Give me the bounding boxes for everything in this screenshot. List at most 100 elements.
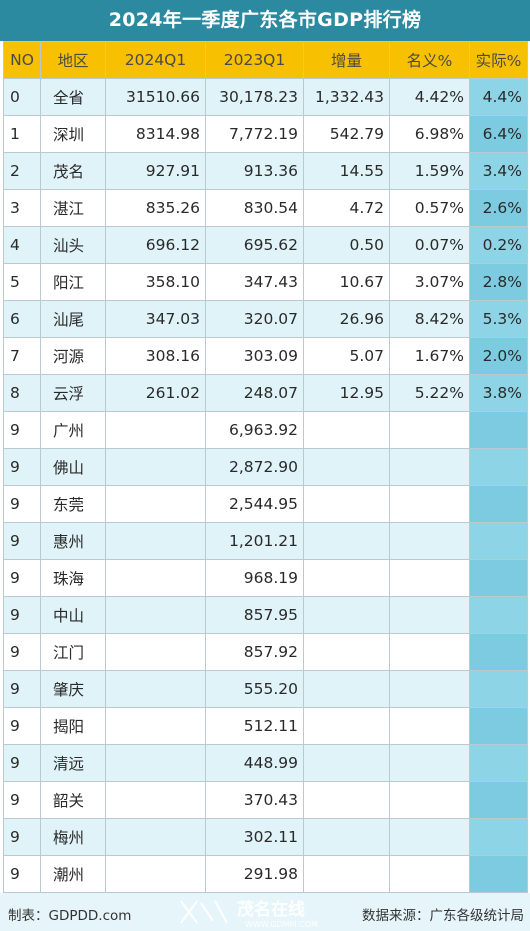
increase-cell [303, 670, 390, 708]
col-header-2024q1: 2024Q1 [105, 41, 206, 79]
real-cell [469, 411, 528, 449]
no-cell: 9 [3, 485, 41, 523]
q1-2024-cell [105, 855, 206, 893]
table-row: 9 中山 857.95 [3, 596, 528, 634]
q1-2024-cell [105, 818, 206, 856]
no-cell: 8 [3, 374, 41, 412]
q1-2023-cell: 830.54 [205, 189, 304, 227]
nominal-cell [389, 448, 470, 486]
region-cell: 阳江 [40, 263, 106, 301]
increase-cell [303, 522, 390, 560]
q1-2024-cell [105, 485, 206, 523]
real-cell: 4.4% [469, 78, 528, 116]
no-cell: 7 [3, 337, 41, 375]
table-row: 9 揭阳 512.11 [3, 707, 528, 745]
real-cell [469, 707, 528, 745]
region-cell: 湛江 [40, 189, 106, 227]
q1-2023-cell: 968.19 [205, 559, 304, 597]
nominal-cell [389, 744, 470, 782]
real-cell: 2.8% [469, 263, 528, 301]
increase-cell [303, 559, 390, 597]
q1-2023-cell: 512.11 [205, 707, 304, 745]
increase-cell [303, 411, 390, 449]
increase-cell: 5.07 [303, 337, 390, 375]
real-cell [469, 744, 528, 782]
region-cell: 中山 [40, 596, 106, 634]
no-cell: 9 [3, 559, 41, 597]
nominal-cell: 6.98% [389, 115, 470, 153]
no-cell: 9 [3, 411, 41, 449]
q1-2024-cell [105, 707, 206, 745]
increase-cell [303, 744, 390, 782]
nominal-cell [389, 818, 470, 856]
watermark-logo: 茂名在线 WWW.GDMM.COM [180, 899, 318, 929]
no-cell: 9 [3, 707, 41, 745]
q1-2023-cell: 370.43 [205, 781, 304, 819]
table-row: 5 阳江 358.10 347.43 10.67 3.07% 2.8% [3, 263, 528, 301]
table-row: 9 珠海 968.19 [3, 559, 528, 597]
region-cell: 揭阳 [40, 707, 106, 745]
increase-cell: 542.79 [303, 115, 390, 153]
q1-2023-cell: 320.07 [205, 300, 304, 338]
col-header-no: NO [3, 41, 41, 79]
real-cell: 6.4% [469, 115, 528, 153]
table-row: 9 佛山 2,872.90 [3, 448, 528, 486]
region-cell: 惠州 [40, 522, 106, 560]
nominal-cell [389, 411, 470, 449]
q1-2024-cell [105, 633, 206, 671]
no-cell: 9 [3, 596, 41, 634]
table-row: 0 全省 31510.66 30,178.23 1,332.43 4.42% 4.4% [3, 78, 528, 116]
region-cell: 梅州 [40, 818, 106, 856]
region-cell: 清远 [40, 744, 106, 782]
nominal-cell [389, 522, 470, 560]
footer-maker: 制表：GDPDD.com [8, 908, 132, 924]
no-cell: 6 [3, 300, 41, 338]
nominal-cell [389, 670, 470, 708]
q1-2024-cell: 358.10 [105, 263, 206, 301]
no-cell: 2 [3, 152, 41, 190]
no-cell: 9 [3, 633, 41, 671]
region-cell: 深圳 [40, 115, 106, 153]
nominal-cell: 4.42% [389, 78, 470, 116]
no-cell: 9 [3, 448, 41, 486]
increase-cell [303, 818, 390, 856]
q1-2024-cell: 8314.98 [105, 115, 206, 153]
q1-2024-cell [105, 744, 206, 782]
q1-2024-cell [105, 596, 206, 634]
increase-cell [303, 485, 390, 523]
q1-2024-cell [105, 781, 206, 819]
table-row: 7 河源 308.16 303.09 5.07 1.67% 2.0% [3, 337, 528, 375]
region-cell: 韶关 [40, 781, 106, 819]
nominal-cell [389, 485, 470, 523]
q1-2023-cell: 555.20 [205, 670, 304, 708]
no-cell: 9 [3, 670, 41, 708]
region-cell: 云浮 [40, 374, 106, 412]
no-cell: 1 [3, 115, 41, 153]
nominal-cell [389, 781, 470, 819]
q1-2024-cell [105, 670, 206, 708]
no-cell: 9 [3, 781, 41, 819]
increase-cell: 14.55 [303, 152, 390, 190]
nominal-cell [389, 707, 470, 745]
q1-2024-cell [105, 522, 206, 560]
no-cell: 5 [3, 263, 41, 301]
q1-2023-cell: 291.98 [205, 855, 304, 893]
watermark-url: WWW.GDMM.COM [245, 920, 318, 929]
q1-2023-cell: 302.11 [205, 818, 304, 856]
increase-cell [303, 781, 390, 819]
no-cell: 9 [3, 522, 41, 560]
real-cell [469, 781, 528, 819]
nominal-cell: 3.07% [389, 263, 470, 301]
q1-2024-cell: 308.16 [105, 337, 206, 375]
region-cell: 全省 [40, 78, 106, 116]
q1-2023-cell: 6,963.92 [205, 411, 304, 449]
increase-cell [303, 596, 390, 634]
region-cell: 汕尾 [40, 300, 106, 338]
table-row: 9 潮州 291.98 [3, 855, 528, 893]
real-cell [469, 559, 528, 597]
increase-cell: 4.72 [303, 189, 390, 227]
increase-cell: 26.96 [303, 300, 390, 338]
increase-cell: 10.67 [303, 263, 390, 301]
footer-source: 数据来源：广东各级统计局 [362, 908, 524, 924]
